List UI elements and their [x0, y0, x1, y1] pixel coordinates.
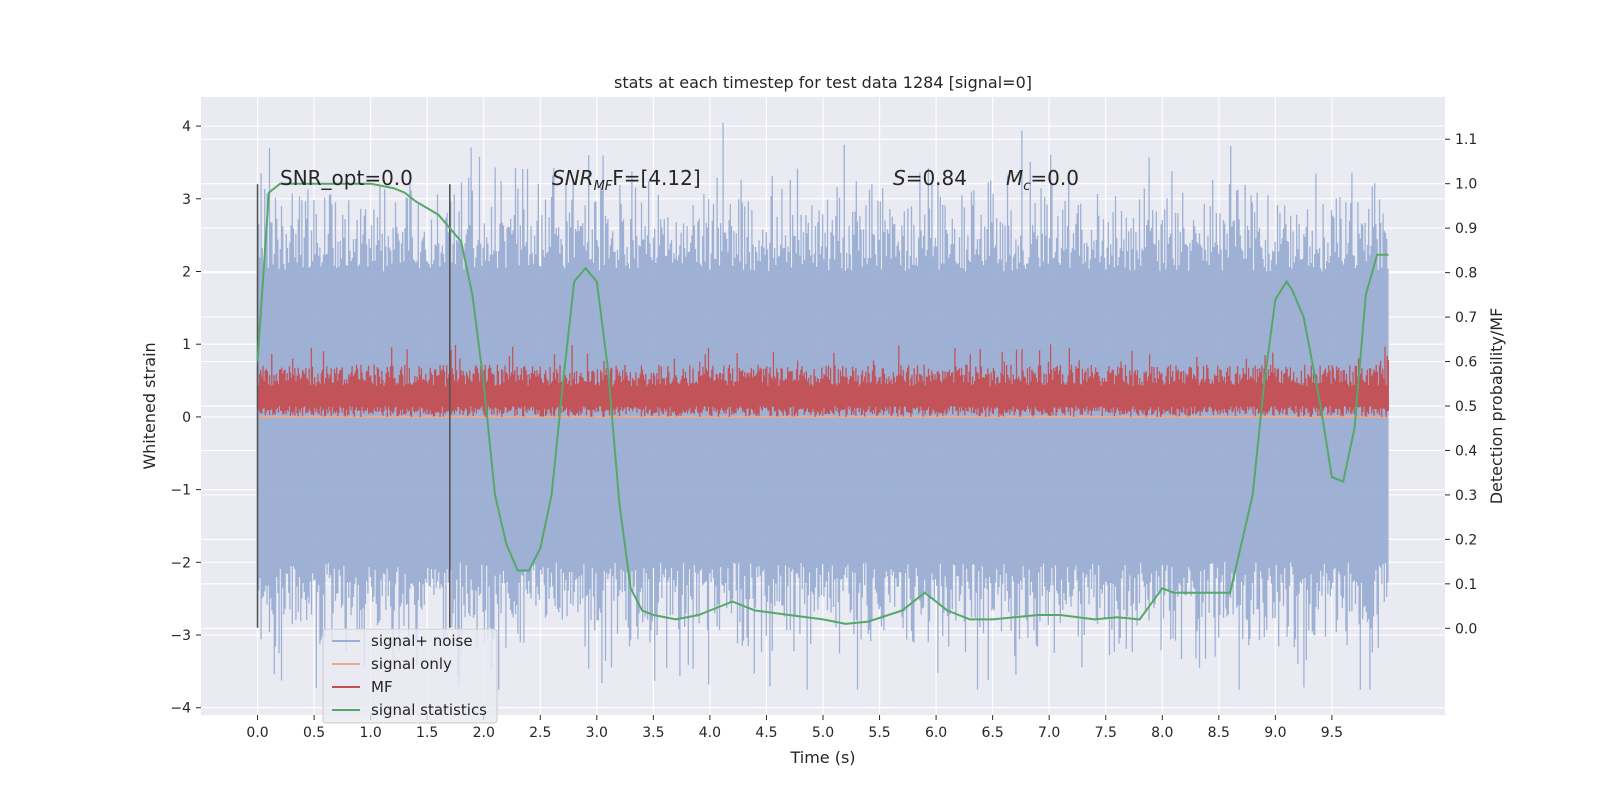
- y2-tick-label: 0.6: [1455, 355, 1477, 371]
- x-tick-label: 2.5: [529, 725, 551, 741]
- y-tick-label: −4: [170, 701, 191, 717]
- x-tick-label: 4.5: [755, 725, 777, 741]
- y2-tick-label: 0.9: [1455, 221, 1477, 237]
- y2-tick-label: 1.0: [1455, 177, 1477, 193]
- legend-box: [322, 628, 498, 724]
- x-tick-label: 2.0: [473, 725, 495, 741]
- x-tick-label: 0.0: [246, 725, 268, 741]
- x-tick-label: 4.0: [699, 725, 721, 741]
- legend-label-signal-noise: signal+ noise: [371, 632, 473, 650]
- x-tick-label: 5.0: [812, 725, 834, 741]
- data-layer: [256, 122, 1389, 690]
- y-tick-label: 1: [182, 337, 191, 353]
- y2-tick-label: 0.3: [1455, 488, 1477, 504]
- chart-title: stats at each timestep for test data 128…: [614, 73, 1032, 92]
- x-tick-label: 5.5: [868, 725, 890, 741]
- x-tick-label: 6.5: [982, 725, 1004, 741]
- y-tick-label: −2: [170, 555, 191, 571]
- annotation-s: S=0.84: [893, 166, 967, 190]
- x-axis-label: Time (s): [789, 748, 855, 767]
- annotation-snr-mf-rest: F=[4.12]: [612, 166, 700, 190]
- y-axis-label: Whitened strain: [140, 342, 159, 469]
- y2-tick-label: 0.8: [1455, 266, 1477, 282]
- annotation-mc-sub: c: [1023, 179, 1030, 194]
- legend-label-mf: MF: [371, 678, 393, 696]
- y2-tick-label: 0.2: [1455, 532, 1477, 548]
- annotation-s-rest: =0.84: [906, 166, 967, 190]
- y-tick-label: −1: [170, 483, 191, 499]
- x-tick-label: 7.0: [1038, 725, 1060, 741]
- y-tick-label: 0: [182, 410, 191, 426]
- x-tick-label: 9.5: [1321, 725, 1343, 741]
- y2-tick-label: 0.7: [1455, 310, 1477, 326]
- annotation-snr-opt: SNR_opt=0.0: [280, 166, 413, 190]
- annotation-snr-mf-base: SNR: [552, 166, 594, 190]
- x-tick-label: 8.0: [1151, 725, 1173, 741]
- y-tick-label: 4: [182, 119, 191, 135]
- y2-tick-label: 0.0: [1455, 621, 1477, 637]
- annotation-snr-mf: SNRMFF=[4.12]: [552, 166, 701, 194]
- x-tick-label: 1.0: [360, 725, 382, 741]
- annotation-mc-base: M: [1006, 166, 1023, 190]
- annotation-mc-rest: =0.0: [1030, 166, 1079, 190]
- x-tick-label: 6.0: [925, 725, 947, 741]
- y-tick-label: −3: [170, 628, 191, 644]
- annotation-snr-mf-sub: MF: [594, 179, 613, 194]
- y2-axis-label: Detection probability/MF: [1487, 308, 1506, 505]
- legend-label-signal-only: signal only: [371, 655, 452, 673]
- legend: signal+ noise signal only MF signal stat…: [322, 628, 498, 724]
- legend-label-signal-statistics: signal statistics: [371, 701, 487, 719]
- x-tick-label: 0.5: [303, 725, 325, 741]
- x-tick-label: 1.5: [416, 725, 438, 741]
- annotation-s-base: S: [893, 166, 906, 190]
- y-tick-label: 3: [182, 192, 191, 208]
- x-tick-label: 7.5: [1095, 725, 1117, 741]
- y-tick-label: 2: [182, 264, 191, 280]
- tick-layer: 0.0 0.5 1.0 1.5 2.0 2.5 3.0 3.5 4.0 4.5 5.0 5.5 6.0 6…: [170, 119, 1477, 741]
- x-tick-label: 9.0: [1264, 725, 1286, 741]
- y2-tick-label: 0.5: [1455, 399, 1477, 415]
- y2-tick-label: 0.4: [1455, 443, 1477, 459]
- x-tick-label: 3.0: [586, 725, 608, 741]
- series-signal-statistics: [256, 182, 1389, 625]
- y2-tick-label: 1.1: [1455, 132, 1477, 148]
- annotation-mc: Mc=0.0: [1006, 166, 1079, 194]
- y2-tick-label: 0.1: [1455, 577, 1477, 593]
- x-tick-label: 8.5: [1208, 725, 1230, 741]
- x-tick-label: 3.5: [642, 725, 664, 741]
